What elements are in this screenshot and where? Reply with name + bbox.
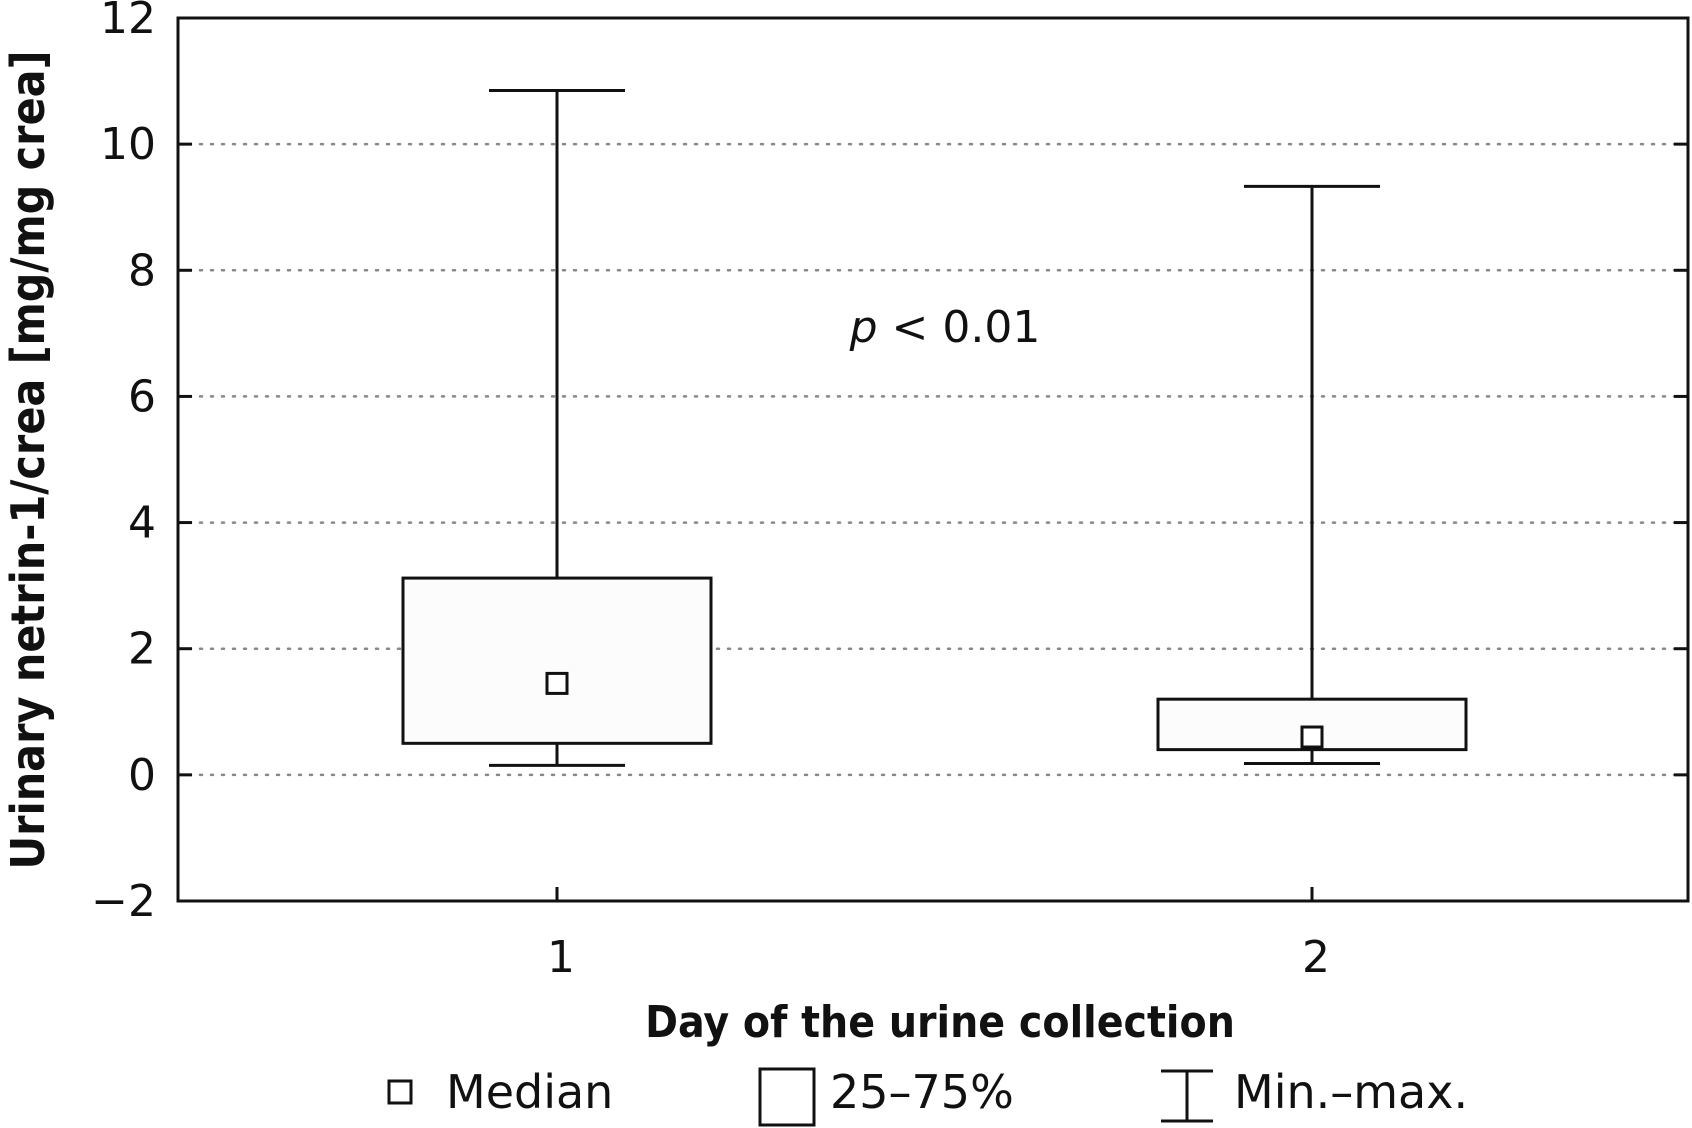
legend-median-symbol — [387, 1079, 413, 1105]
legend-whisker-label: Min.–max. — [1234, 1065, 1468, 1119]
x-tick-label: 1 — [547, 932, 575, 983]
box-group-1 — [401, 89, 713, 767]
y-tick-label: 0 — [128, 750, 156, 801]
legend-box-label: 25–75% — [830, 1065, 1014, 1119]
y-tick-label: 12 — [100, 0, 156, 44]
y-axis-title: Urinary netrin-1/crea [mg/mg crea] — [1, 51, 55, 870]
box-group-2 — [1156, 184, 1468, 766]
x-tick-label: 2 — [1302, 932, 1330, 983]
y-tick-label: 2 — [128, 624, 156, 675]
p-value-text: < 0.01 — [878, 302, 1041, 353]
legend-box-symbol — [758, 1067, 816, 1127]
iqr-box — [401, 576, 713, 745]
legend-median-label: Median — [446, 1065, 613, 1119]
legend: Median 25–75% Min.–max. — [387, 1065, 1468, 1127]
legend-whisker-symbol — [1161, 1069, 1213, 1123]
box-series — [401, 89, 1468, 767]
median-marker — [1300, 725, 1324, 749]
p-value-annotation: p < 0.01 — [849, 302, 1041, 353]
y-axis-ticks: −2 0 2 4 6 8 10 12 — [91, 0, 1688, 927]
median-marker — [545, 671, 569, 695]
y-tick-label: 10 — [100, 119, 156, 170]
y-tick-label: 8 — [128, 245, 156, 296]
plot-area-frame — [176, 16, 1690, 903]
p-value-italic: p — [849, 302, 878, 353]
y-tick-label: −2 — [91, 876, 156, 927]
y-tick-label: 4 — [128, 498, 156, 549]
y-tick-label: 6 — [128, 371, 156, 422]
x-axis-title: Day of the urine collection — [645, 997, 1235, 1048]
